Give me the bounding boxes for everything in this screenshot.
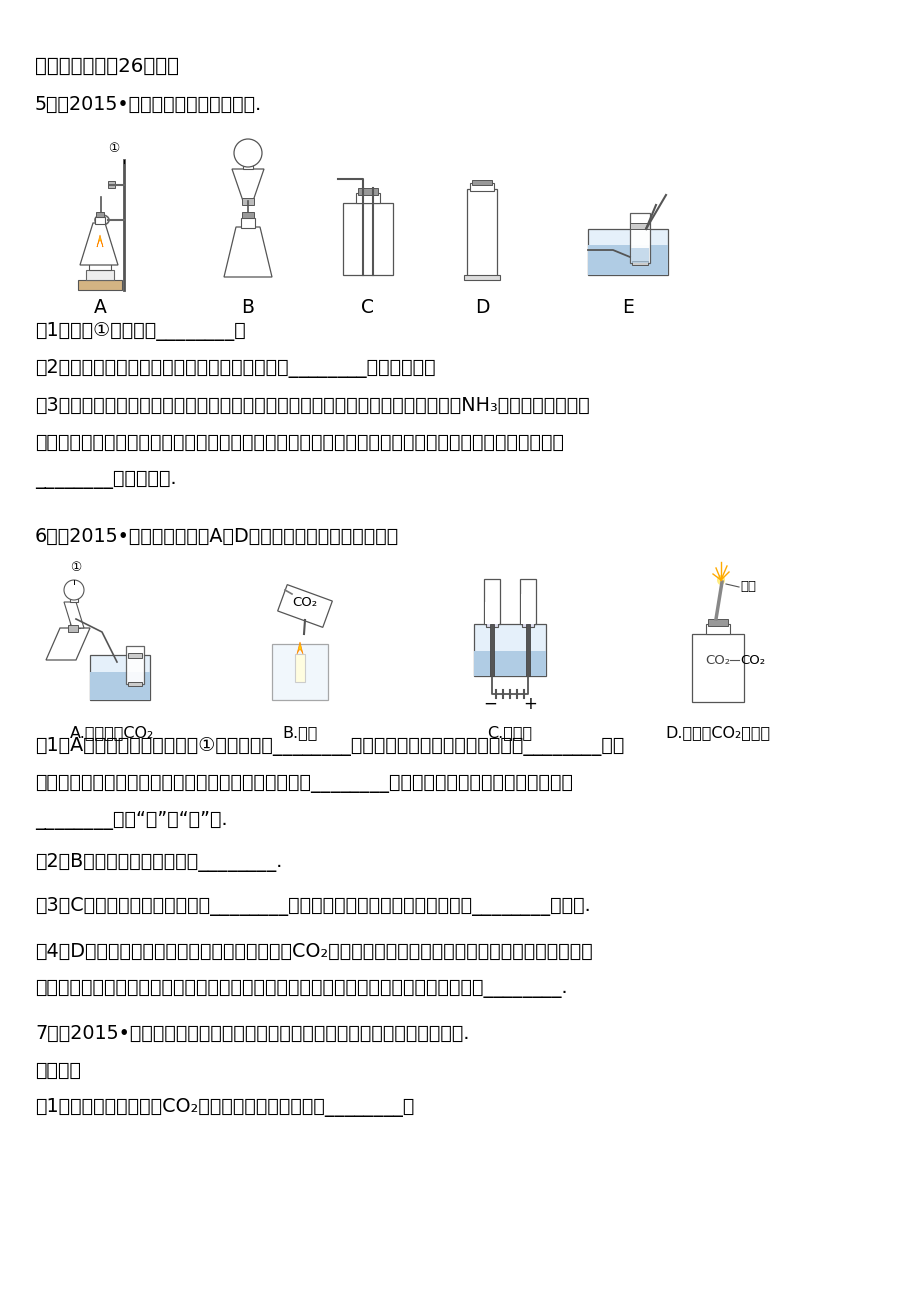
Bar xyxy=(68,625,78,631)
Bar xyxy=(630,214,650,263)
Text: （3）实验室常用加热氯化锨和熟石灰两种固体混合物的方法制取氨气．已知氨气（NH₃）在通常状况下是: （3）实验室常用加热氯化锨和熟石灰两种固体混合物的方法制取氨气．已知氨气（NH₃… xyxy=(35,396,589,415)
Bar xyxy=(295,654,305,682)
Bar xyxy=(484,602,498,624)
Bar xyxy=(126,646,144,684)
Text: 一种无色、有刺激性气味的气体，密度比空气小，极易溢于水．实验室制取并收集氨气，所选择的装置是: 一种无色、有刺激性气味的气体，密度比空气小，极易溢于水．实验室制取并收集氨气，所… xyxy=(35,434,563,452)
Text: （2）实验室制取二氧化碳，所选择的发生装置是________（填标号）；: （2）实验室制取二氧化碳，所选择的发生装置是________（填标号）； xyxy=(35,359,436,378)
Text: 出用该装置来制取二氧化碳气的一个明显错误的地方是________，是否可以用该装置来制取氧气呢？: 出用该装置来制取二氧化碳气的一个明显错误的地方是________，是否可以用该装… xyxy=(35,773,573,793)
Bar xyxy=(473,651,545,676)
Bar xyxy=(467,189,496,277)
Text: CO₂: CO₂ xyxy=(705,654,730,667)
Bar xyxy=(70,621,80,628)
Bar xyxy=(631,260,647,266)
Text: D.镁条在CO₂中燃烧: D.镁条在CO₂中燃烧 xyxy=(664,725,770,740)
Text: D: D xyxy=(474,298,489,316)
Bar xyxy=(471,180,492,185)
Polygon shape xyxy=(223,227,272,277)
Bar xyxy=(96,212,104,217)
Text: 5．（2015•鄂州）根据图示回答问题.: 5．（2015•鄂州）根据图示回答问题. xyxy=(35,95,262,115)
Bar xyxy=(85,270,114,280)
Text: ①: ① xyxy=(70,561,82,574)
Bar xyxy=(90,672,150,700)
Bar xyxy=(485,622,497,628)
Bar xyxy=(95,217,105,224)
Bar xyxy=(272,644,328,700)
Bar xyxy=(708,618,727,626)
Text: 请回答：: 请回答： xyxy=(35,1061,81,1079)
Circle shape xyxy=(233,139,262,167)
Bar xyxy=(526,624,529,676)
Text: C.电解水: C.电解水 xyxy=(487,725,532,740)
Bar xyxy=(587,229,667,275)
Text: 7．（2015•益阳）在一次化学课上，老师提供了以下装置探究制取气体的方法.: 7．（2015•益阳）在一次化学课上，老师提供了以下装置探究制取气体的方法. xyxy=(35,1023,469,1043)
Bar xyxy=(519,579,536,624)
Text: （3）C实验中正极产生的气体是________（写化学式），由此实验得出水是由________组成的.: （3）C实验中正极产生的气体是________（写化学式），由此实验得出水是由_… xyxy=(35,897,590,917)
Text: B.灭火: B.灭火 xyxy=(282,725,317,740)
Ellipse shape xyxy=(716,575,724,585)
Text: （1）可用于实验室制取CO₂的发生装置和收集装置是________；: （1）可用于实验室制取CO₂的发生装置和收集装置是________； xyxy=(35,1098,414,1117)
Bar xyxy=(630,247,648,263)
Text: A.实验室制CO₂: A.实验室制CO₂ xyxy=(70,725,154,740)
Polygon shape xyxy=(64,602,84,628)
Bar xyxy=(89,253,111,270)
Text: （4）D实验中将镁条在空气中点燃后再放入充满CO₂的集气瓶中，发现镁条继续剧烈燃烧，发出白光，放: （4）D实验中将镁条在空气中点燃后再放入充满CO₂的集气瓶中，发现镁条继续剧烈燃… xyxy=(35,943,592,961)
Text: 镁条: 镁条 xyxy=(739,581,755,594)
Bar xyxy=(90,655,150,700)
Bar xyxy=(473,624,545,676)
Text: （2）B实验中观察到的现象是________.: （2）B实验中观察到的现象是________. xyxy=(35,853,282,872)
Polygon shape xyxy=(80,223,118,266)
Bar xyxy=(356,193,380,203)
Text: 三、解答题（剨26小题）: 三、解答题（剨26小题） xyxy=(35,57,179,76)
Bar xyxy=(470,184,494,191)
Text: ________（填“是”或“否”）.: ________（填“是”或“否”）. xyxy=(35,811,227,829)
Bar xyxy=(357,187,378,195)
Bar xyxy=(463,275,499,280)
Bar xyxy=(128,682,142,686)
Text: E: E xyxy=(621,298,633,316)
Text: −: − xyxy=(482,695,496,713)
Text: ①: ① xyxy=(108,142,119,155)
Text: CO₂: CO₂ xyxy=(739,654,765,667)
Polygon shape xyxy=(232,169,264,201)
Text: 6．（2015•揭阳）根据下列A－D的四个实验，请按要求填空：: 6．（2015•揭阳）根据下列A－D的四个实验，请按要求填空： xyxy=(35,527,399,546)
Bar xyxy=(521,622,533,628)
Bar xyxy=(96,247,104,253)
Text: B: B xyxy=(241,298,255,316)
Bar xyxy=(490,624,494,676)
Polygon shape xyxy=(96,234,103,247)
Bar xyxy=(128,654,142,658)
Bar xyxy=(242,198,254,204)
Bar xyxy=(78,280,122,290)
Text: +: + xyxy=(523,695,537,713)
Polygon shape xyxy=(278,585,332,628)
Bar xyxy=(70,595,78,602)
Text: 热，产生一种白色固体和一种黑色固体，已知该反应为置换反应，则反应的化学方程式为________.: 热，产生一种白色固体和一种黑色固体，已知该反应为置换反应，则反应的化学方程式为_… xyxy=(35,979,567,999)
Bar xyxy=(71,617,79,622)
Bar xyxy=(483,579,499,624)
Bar xyxy=(343,203,392,275)
Text: （1）A实验中，请写出标号为①的仗器名称________，实验室制取二氧化碳所用药品为________，指: （1）A实验中，请写出标号为①的仗器名称________，实验室制取二氧化碳所用… xyxy=(35,737,624,756)
Bar xyxy=(587,245,667,275)
Bar xyxy=(705,624,729,634)
Text: A: A xyxy=(94,298,107,316)
Polygon shape xyxy=(46,628,90,660)
Text: ________（填标号）.: ________（填标号）. xyxy=(35,470,176,490)
Text: CO₂: CO₂ xyxy=(292,596,317,609)
Circle shape xyxy=(64,579,84,600)
Text: C: C xyxy=(361,298,374,316)
Bar xyxy=(242,212,254,217)
Polygon shape xyxy=(297,642,302,654)
Bar xyxy=(243,161,253,169)
Text: （1）仗器①的名称是________；: （1）仗器①的名称是________； xyxy=(35,322,245,341)
Bar xyxy=(630,223,650,229)
Bar xyxy=(108,181,115,187)
Bar xyxy=(691,634,743,702)
Bar xyxy=(520,594,535,624)
Bar xyxy=(241,217,255,228)
